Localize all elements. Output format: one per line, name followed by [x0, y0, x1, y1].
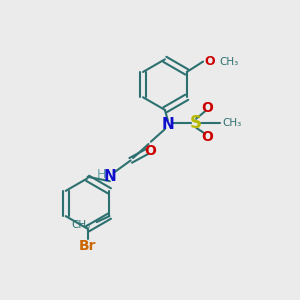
- Text: O: O: [145, 145, 157, 158]
- Text: N: N: [161, 117, 174, 132]
- Text: Br: Br: [79, 239, 96, 253]
- Text: O: O: [201, 130, 213, 144]
- Text: S: S: [190, 114, 202, 132]
- Text: N: N: [103, 169, 116, 184]
- Text: CH₃: CH₃: [71, 220, 90, 230]
- Text: O: O: [201, 101, 213, 116]
- Text: CH₃: CH₃: [223, 118, 242, 128]
- Text: H: H: [97, 168, 106, 181]
- Text: O: O: [205, 55, 215, 68]
- Text: CH₃: CH₃: [219, 57, 239, 67]
